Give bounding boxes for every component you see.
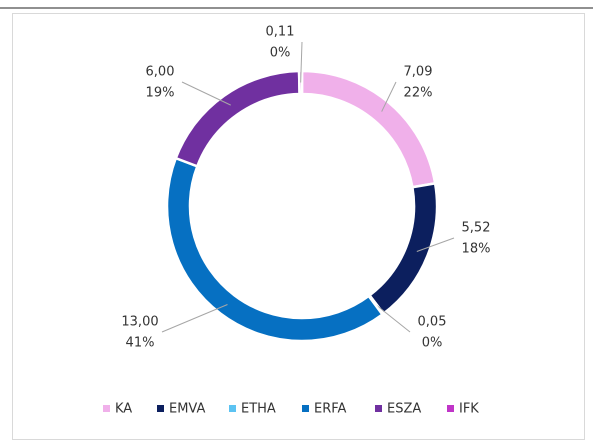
legend-swatch (302, 405, 309, 412)
percent-label: 22% (404, 86, 433, 101)
leader-line (375, 304, 411, 333)
legend-label: ERFA (314, 402, 347, 417)
percent-label: 19% (146, 86, 175, 101)
legend-label: IFK (459, 402, 479, 417)
percent-label: 0% (270, 46, 291, 61)
leader-line (416, 237, 455, 252)
legend-label: EMVA (169, 402, 205, 417)
legend-label: ESZA (387, 402, 421, 417)
legend-label: ETHA (241, 402, 276, 417)
leader-line (381, 81, 397, 112)
value-label: 0,05 (418, 315, 447, 330)
percent-label: 0% (422, 336, 443, 351)
percent-label: 41% (126, 336, 155, 351)
value-label: 13,00 (121, 315, 158, 330)
leader-line (181, 81, 231, 106)
legend-swatch (229, 405, 236, 412)
legend-swatch (447, 405, 454, 412)
legend-swatch (157, 405, 164, 412)
value-label: 0,11 (266, 25, 295, 40)
leader-line (161, 304, 228, 333)
legend-swatch (375, 405, 382, 412)
value-label: 5,52 (462, 221, 491, 236)
value-label: 6,00 (146, 65, 175, 80)
value-label: 7,09 (404, 65, 433, 80)
legend-label: KA (115, 402, 132, 417)
legend-swatch (103, 405, 110, 412)
leader-line (300, 41, 303, 83)
percent-label: 18% (462, 242, 491, 257)
